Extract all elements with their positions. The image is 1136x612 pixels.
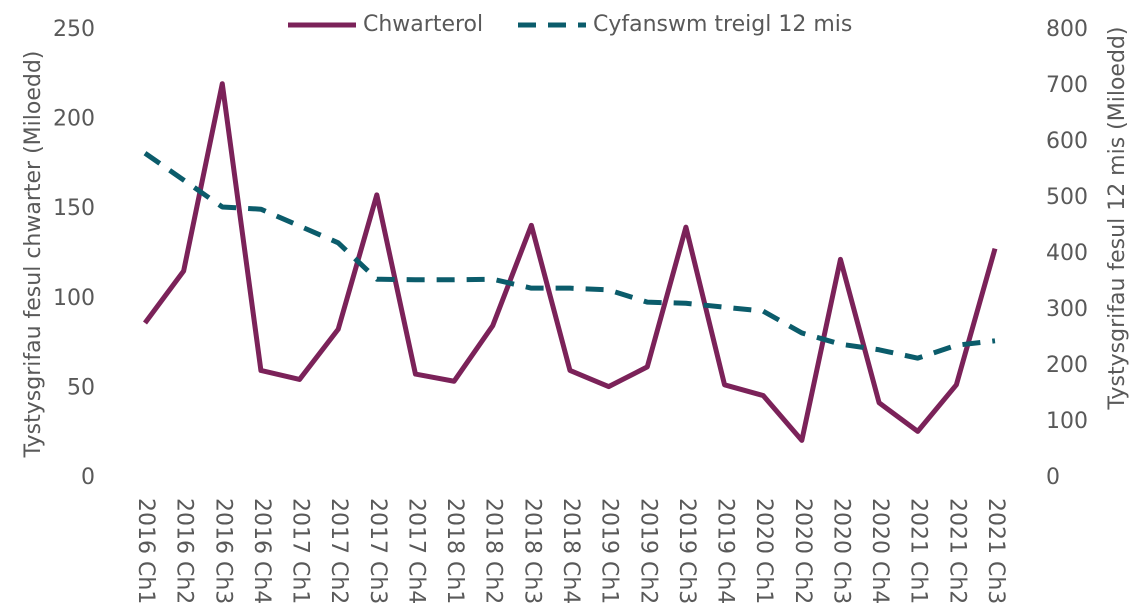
legend-label: Chwarterol xyxy=(363,12,483,37)
x-tick-label: 2017 Ch4 xyxy=(403,498,428,604)
x-tick-label: 2020 Ch1 xyxy=(751,498,776,604)
x-tick-label: 2020 Ch4 xyxy=(867,498,892,604)
x-tick-label: 2016 Ch2 xyxy=(172,498,197,604)
x-tick-label: 2018 Ch2 xyxy=(481,498,506,604)
x-tick-label: 2019 Ch2 xyxy=(635,498,660,604)
x-tick-label: 2017 Ch3 xyxy=(365,498,390,604)
y-axis-title: Tystysgrifau fesul chwarter (Miloedd) xyxy=(21,51,46,459)
x-tick-label: 2021 Ch2 xyxy=(944,498,969,604)
y-tick-label: 200 xyxy=(53,107,95,132)
series-line xyxy=(143,151,996,361)
x-tick-label: 2021 Ch1 xyxy=(906,498,931,604)
y2-tick-label: 800 xyxy=(1046,17,1088,42)
legend-label: Cyfanswm treigl 12 mis xyxy=(593,12,852,37)
y2-axis-title: Tystysgrifau fesul 12 mis (Miloedd) xyxy=(1105,27,1130,411)
x-tick-label: 2017 Ch2 xyxy=(326,498,351,604)
y2-tick-label: 200 xyxy=(1046,353,1088,378)
y-tick-label: 100 xyxy=(53,286,95,311)
x-tick-label: 2016 Ch3 xyxy=(210,498,235,604)
y-tick-label: 250 xyxy=(53,17,95,42)
x-tick-label: 2018 Ch3 xyxy=(519,498,544,604)
x-tick-label: 2020 Ch3 xyxy=(828,498,853,604)
x-tick-label: 2021 Ch3 xyxy=(983,498,1008,604)
x-tick-label: 2017 Ch1 xyxy=(288,498,313,604)
x-tick-label: 2016 Ch4 xyxy=(249,498,274,604)
y-tick-label: 0 xyxy=(81,465,95,490)
y2-tick-label: 400 xyxy=(1046,241,1088,266)
x-tick-label: 2018 Ch4 xyxy=(558,498,583,604)
x-tick-label: 2019 Ch1 xyxy=(597,498,622,604)
y2-tick-label: 0 xyxy=(1046,465,1060,490)
y-tick-label: 150 xyxy=(53,196,95,221)
y2-tick-label: 700 xyxy=(1046,73,1088,98)
series-line xyxy=(142,81,998,443)
y2-tick-label: 500 xyxy=(1046,185,1088,210)
y-tick-label: 50 xyxy=(67,375,95,400)
x-tick-label: 2016 Ch1 xyxy=(133,498,158,604)
x-tick-label: 2019 Ch4 xyxy=(713,498,738,604)
y2-tick-label: 100 xyxy=(1046,409,1088,434)
x-tick-label: 2018 Ch1 xyxy=(442,498,467,604)
x-tick-label: 2020 Ch2 xyxy=(790,498,815,604)
y2-tick-label: 300 xyxy=(1046,297,1088,322)
x-tick-label: 2019 Ch3 xyxy=(674,498,699,604)
y2-tick-label: 600 xyxy=(1046,129,1088,154)
